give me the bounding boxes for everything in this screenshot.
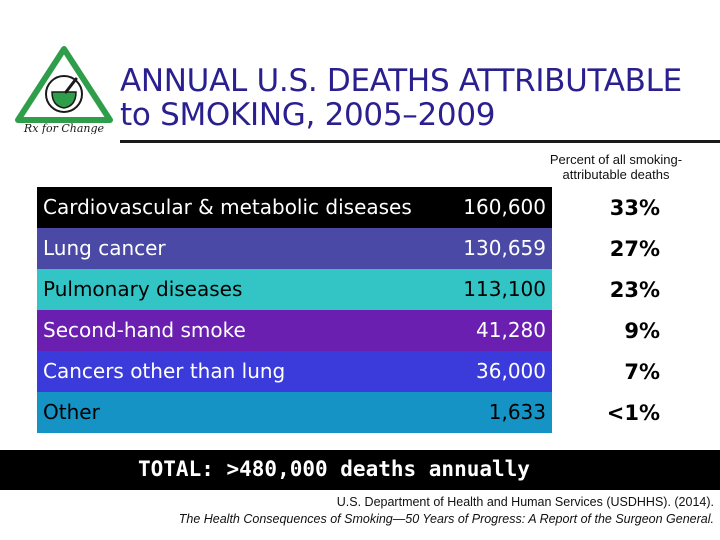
- row-count: 130,659: [463, 236, 546, 260]
- citation-line-2: The Health Consequences of Smoking—50 Ye…: [178, 512, 714, 526]
- row-label: Cancers other than lung: [43, 359, 286, 383]
- row-percent: 7%: [624, 360, 660, 384]
- logo-circle: [45, 75, 83, 113]
- table-row: Cancers other than lung 36,000: [37, 351, 552, 392]
- row-percent: <1%: [606, 401, 660, 425]
- table-row: Cardiovascular & metabolic diseases 160,6…: [37, 187, 552, 228]
- row-percent: 23%: [609, 278, 660, 302]
- logo-caption: Rx for Change: [23, 122, 105, 134]
- total-bar: [0, 450, 720, 490]
- row-label: Cardiovascular & metabolic diseases: [43, 195, 412, 219]
- mortar-pestle-icon: [51, 91, 77, 109]
- row-percent: 27%: [609, 237, 660, 261]
- rx-for-change-logo: Rx for Change: [15, 46, 113, 134]
- row-percent: 33%: [609, 196, 660, 220]
- citation-line-1: U.S. Department of Health and Human Serv…: [336, 495, 714, 509]
- row-count: 160,600: [463, 195, 546, 219]
- total-deaths: TOTAL: >480,000 deaths annually: [138, 457, 530, 481]
- logo-triangle: [15, 46, 113, 123]
- title-line-1: ANNUAL U.S. DEATHS ATTRIBUTABLE: [120, 63, 682, 99]
- table-row: Second-hand smoke 41,280: [37, 310, 552, 351]
- row-count: 36,000: [476, 359, 546, 383]
- percent-column-header: Percent of all smoking-attributable deat…: [549, 152, 683, 182]
- page-title: ANNUAL U.S. DEATHS ATTRIBUTABLE to SMOKI…: [120, 64, 710, 132]
- deaths-table: Cardiovascular & metabolic diseases 160,6…: [37, 187, 552, 433]
- table-row: Other 1,633: [37, 392, 552, 433]
- table-row: Lung cancer 130,659: [37, 228, 552, 269]
- row-count: 113,100: [463, 277, 546, 301]
- row-count: 1,633: [488, 400, 546, 424]
- table-row: Pulmonary diseases 113,100: [37, 269, 552, 310]
- citation: U.S. Department of Health and Human Serv…: [74, 494, 714, 528]
- row-label: Lung cancer: [43, 236, 166, 260]
- row-label: Pulmonary diseases: [43, 277, 243, 301]
- row-count: 41,280: [476, 318, 546, 342]
- row-label: Other: [43, 400, 100, 424]
- row-label: Second-hand smoke: [43, 318, 246, 342]
- title-line-2: to SMOKING, 2005–2009: [120, 97, 496, 133]
- row-percent: 9%: [624, 319, 660, 343]
- title-divider: [120, 140, 720, 143]
